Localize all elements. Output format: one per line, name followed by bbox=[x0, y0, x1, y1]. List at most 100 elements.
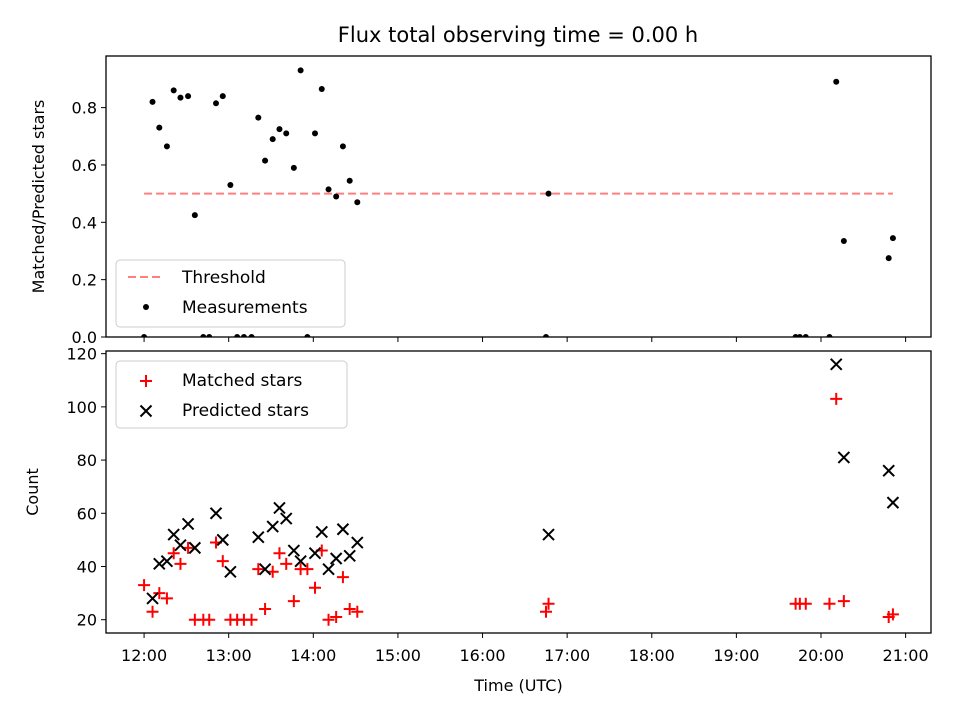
x-tick-label: 19:00 bbox=[713, 646, 759, 665]
measurement-point bbox=[339, 143, 346, 150]
y-tick-label: 0.8 bbox=[72, 99, 97, 118]
measurement-point bbox=[185, 93, 192, 100]
matched-marker bbox=[830, 392, 843, 405]
predicted-marker bbox=[287, 544, 301, 557]
measurement-point bbox=[833, 78, 840, 85]
predicted-marker bbox=[224, 565, 237, 579]
matched-marker bbox=[886, 608, 899, 621]
matched-marker bbox=[799, 597, 812, 610]
measurement-point bbox=[796, 334, 803, 337]
matched-marker bbox=[542, 597, 555, 610]
predicted-marker bbox=[258, 562, 272, 576]
matched-marker bbox=[273, 547, 286, 560]
measurement-point bbox=[262, 157, 269, 164]
matched-marker bbox=[160, 592, 173, 605]
chart-title: Flux total observing time = 0.00 h bbox=[338, 23, 698, 47]
measurement-point bbox=[227, 182, 234, 189]
y-axis-label: Count bbox=[23, 468, 42, 516]
measurement-point bbox=[219, 93, 226, 100]
matched-marker bbox=[287, 595, 300, 608]
legend-counts: Matched stars Predicted stars bbox=[115, 360, 348, 429]
measurement-point bbox=[213, 100, 219, 107]
measurement-point bbox=[297, 67, 304, 74]
measurement-point bbox=[234, 334, 241, 337]
predicted-marker bbox=[322, 562, 335, 576]
x-tick-label: 13:00 bbox=[206, 646, 252, 665]
y-tick-label: 40 bbox=[77, 557, 97, 576]
predicted-marker bbox=[174, 539, 187, 552]
matched-marker bbox=[245, 613, 258, 626]
matched-marker bbox=[146, 605, 159, 618]
predicted-marker bbox=[216, 533, 229, 547]
matched-marker bbox=[138, 579, 151, 592]
y-tick-label: 0.6 bbox=[72, 156, 97, 175]
measurement-point bbox=[346, 177, 353, 184]
measurement-point bbox=[269, 136, 276, 143]
x-tick-label: 20:00 bbox=[798, 646, 844, 665]
predicted-marker bbox=[336, 523, 350, 536]
measurement-point bbox=[240, 334, 247, 337]
x-tick-label: 18:00 bbox=[629, 646, 675, 665]
y-axis-label: Matched/Predicted stars bbox=[29, 100, 48, 294]
measurement-point bbox=[255, 114, 262, 121]
measurement-point bbox=[290, 164, 297, 171]
predicted-marker bbox=[886, 496, 900, 509]
measurement-point bbox=[283, 130, 290, 137]
predicted-marker bbox=[837, 451, 851, 464]
predicted-marker bbox=[343, 549, 356, 563]
predicted-marker bbox=[308, 546, 322, 560]
measurement-point bbox=[177, 94, 184, 101]
y-tick-label: 0.2 bbox=[72, 271, 97, 290]
legend-predicted-label: Predicted stars bbox=[182, 401, 309, 421]
measurement-point bbox=[333, 193, 340, 200]
y-tick-label: 100 bbox=[66, 398, 97, 417]
measurement-point bbox=[318, 85, 325, 92]
predicted-marker bbox=[294, 554, 307, 568]
matched-marker bbox=[330, 611, 343, 624]
predicted-marker bbox=[188, 541, 202, 555]
predicted-marker bbox=[252, 531, 265, 544]
matched-marker bbox=[336, 571, 349, 584]
measurement-point bbox=[312, 130, 318, 137]
predicted-marker bbox=[280, 512, 293, 525]
matched-marker bbox=[167, 547, 180, 560]
matched-marker bbox=[153, 587, 166, 600]
measurement-point bbox=[141, 334, 148, 337]
predicted-marker bbox=[882, 464, 895, 477]
predicted-marker bbox=[153, 557, 166, 571]
measurement-point bbox=[200, 334, 207, 337]
plot-frame bbox=[105, 350, 932, 634]
y-tick-label: 120 bbox=[66, 345, 97, 364]
matched-marker bbox=[259, 603, 272, 616]
predicted-marker bbox=[542, 528, 555, 541]
y-tick-label: 80 bbox=[77, 451, 97, 470]
legend-matched-label: Matched stars bbox=[182, 371, 302, 391]
x-tick-label: 12:00 bbox=[121, 646, 167, 665]
measurement-point bbox=[248, 334, 255, 337]
measurement-point bbox=[170, 87, 177, 94]
measurement-point bbox=[840, 237, 847, 244]
matched-marker bbox=[322, 613, 335, 626]
legend-measurements-swatch bbox=[143, 304, 149, 310]
predicted-marker bbox=[181, 517, 195, 531]
legend-measurements-label: Measurements bbox=[182, 298, 308, 318]
predicted-marker bbox=[329, 552, 343, 565]
matched-marker bbox=[540, 605, 552, 618]
matched-marker bbox=[174, 557, 187, 570]
y-tick-label: 0.4 bbox=[72, 213, 97, 232]
matched-marker bbox=[309, 581, 321, 594]
measurement-point bbox=[325, 186, 332, 193]
ratio-panel: 0.0 0.2 0.4 0.6 0.8 Matched/Predicted stars Th… bbox=[29, 55, 932, 347]
predicted-marker bbox=[315, 525, 328, 539]
legend-box bbox=[115, 259, 346, 328]
measurement-point bbox=[156, 124, 163, 131]
x-tick-label: 15:00 bbox=[375, 646, 421, 665]
matched-marker bbox=[216, 555, 229, 568]
matched-marker bbox=[351, 605, 364, 618]
plot-area bbox=[138, 358, 900, 626]
x-tick-label: 17:00 bbox=[544, 646, 590, 665]
x-tick-label: 16:00 bbox=[459, 646, 505, 665]
measurement-point bbox=[826, 334, 833, 337]
predicted-marker bbox=[351, 536, 364, 549]
